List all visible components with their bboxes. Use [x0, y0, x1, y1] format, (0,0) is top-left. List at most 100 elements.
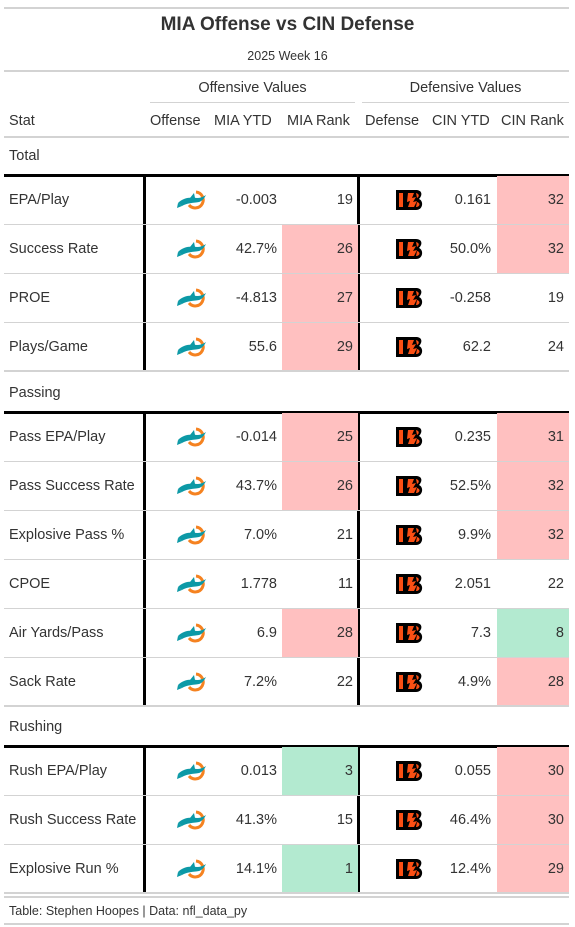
mia-rank-value: 1 [344, 861, 353, 877]
mia-rank-value: 19 [336, 192, 353, 208]
offense-logo-cell [164, 323, 220, 371]
mia-rank-cell: 3 [282, 747, 358, 795]
dolphins-logo-icon [177, 525, 206, 545]
bengals-logo-icon [396, 761, 423, 781]
cin-rank-cell: 28 [497, 658, 569, 706]
mia-ytd-value: 6.9 [256, 625, 277, 641]
offense-logo-cell [164, 796, 220, 844]
bengals-logo-icon [396, 672, 423, 692]
mia-ytd-value: 55.6 [248, 339, 277, 355]
stat-name: Plays/Game [9, 339, 88, 355]
table-row: 19 32 EPA/Play -0.003 0.161 [4, 176, 569, 225]
row-divider [4, 795, 569, 796]
row-divider [4, 559, 569, 560]
col-header-cin-rank: CIN Rank [501, 113, 564, 129]
cin-rank-cell: 19 [497, 274, 569, 322]
cin-rank-value: 8 [555, 625, 564, 641]
table-row: 11 22 CPOE 1.778 2.051 [4, 560, 569, 609]
cin-rank-value: 22 [547, 576, 564, 592]
table-row: 15 30 Rush Success Rate 41.3% 46.4% [4, 796, 569, 845]
bengals-logo-icon [396, 574, 423, 594]
offense-logo-cell [164, 274, 220, 322]
row-divider [4, 608, 569, 609]
cin-ytd-value: 0.055 [454, 763, 491, 779]
dolphins-logo-icon [177, 574, 206, 594]
cin-ytd-value: 62.2 [462, 339, 491, 355]
dolphins-logo-icon [177, 337, 206, 357]
dolphins-logo-icon [177, 190, 206, 210]
bengals-logo-icon [396, 623, 423, 643]
defensive-values-spanner: Defensive Values [409, 80, 522, 96]
stat-name: Explosive Run % [9, 861, 119, 877]
row-divider [4, 510, 569, 511]
stat-name: Pass EPA/Play [9, 429, 106, 445]
cin-rank-value: 29 [547, 861, 564, 877]
group-label-rushing: Rushing [9, 719, 63, 735]
cin-rank-value: 32 [547, 478, 564, 494]
table-subtitle: 2025 Week 16 [247, 49, 328, 63]
stat-name: Air Yards/Pass [9, 625, 104, 641]
dolphins-logo-icon [177, 476, 206, 496]
cin-rank-value: 19 [547, 290, 564, 306]
defense-logo-cell [384, 845, 436, 893]
bengals-logo-icon [396, 239, 423, 259]
cin-rank-cell: 24 [497, 323, 569, 371]
mia-rank-value: 15 [336, 812, 353, 828]
cin-ytd-value: 0.235 [454, 429, 491, 445]
mia-rank-cell: 22 [282, 658, 358, 706]
column-header-rule [4, 136, 569, 138]
stat-name: Rush Success Rate [9, 812, 137, 828]
table-row: 26 32 Pass Success Rate 43.7% 52.5% [4, 462, 569, 511]
bengals-logo-icon [396, 525, 423, 545]
offense-logo-cell [164, 609, 220, 657]
stat-name: CPOE [9, 576, 51, 592]
cin-ytd-value: 4.9% [457, 674, 491, 690]
defense-logo-cell [384, 609, 436, 657]
table-row: 21 32 Explosive Pass % 7.0% 9.9% [4, 511, 569, 560]
stat-name: EPA/Play [9, 192, 70, 208]
dolphins-logo-icon [177, 761, 206, 781]
footer-rule [4, 896, 569, 898]
cin-ytd-value: 52.5% [449, 478, 491, 494]
mia-rank-value: 25 [336, 429, 353, 445]
bottom-rule [4, 923, 569, 925]
mia-rank-value: 26 [336, 478, 353, 494]
table-row: 1 29 Explosive Run % 14.1% 12.4% [4, 845, 569, 894]
defense-logo-cell [384, 462, 436, 510]
defense-logo-cell [384, 225, 436, 273]
dolphins-logo-icon [177, 859, 206, 879]
offensive-values-spanner: Offensive Values [198, 80, 307, 96]
table-row: 28 8 Air Yards/Pass 6.9 7.3 [4, 609, 569, 658]
table-row: 27 19 PROE -4.813 -0.258 [4, 274, 569, 323]
cin-rank-cell: 32 [497, 225, 569, 273]
offense-logo-cell [164, 560, 220, 608]
defense-logo-cell [384, 176, 436, 224]
cin-rank-cell: 32 [497, 462, 569, 510]
group-bottom-rule [4, 705, 569, 707]
offense-divider [143, 746, 146, 893]
cin-rank-value: 30 [547, 812, 564, 828]
bengals-logo-icon [396, 859, 423, 879]
bengals-logo-icon [396, 427, 423, 447]
mia-ytd-value: 7.0% [243, 527, 277, 543]
mia-rank-value: 11 [337, 576, 353, 592]
mia-rank-value: 22 [336, 674, 353, 690]
stat-name: PROE [9, 290, 51, 306]
bengals-logo-icon [396, 476, 423, 496]
cin-rank-value: 30 [547, 763, 564, 779]
group-top-rule [4, 411, 569, 414]
offense-logo-cell [164, 845, 220, 893]
mia-rank-value: 3 [344, 763, 353, 779]
row-divider [4, 273, 569, 274]
offense-logo-cell [164, 511, 220, 559]
cin-rank-cell: 32 [497, 176, 569, 224]
cin-ytd-value: 0.161 [454, 192, 491, 208]
offense-logo-cell [164, 176, 220, 224]
cin-rank-value: 28 [547, 674, 564, 690]
mia-rank-value: 28 [336, 625, 353, 641]
mia-ytd-value: 0.013 [240, 763, 277, 779]
defense-logo-cell [384, 560, 436, 608]
dolphins-logo-icon [177, 239, 206, 259]
offensive-spanner-rule [150, 102, 355, 103]
offense-logo-cell [164, 225, 220, 273]
